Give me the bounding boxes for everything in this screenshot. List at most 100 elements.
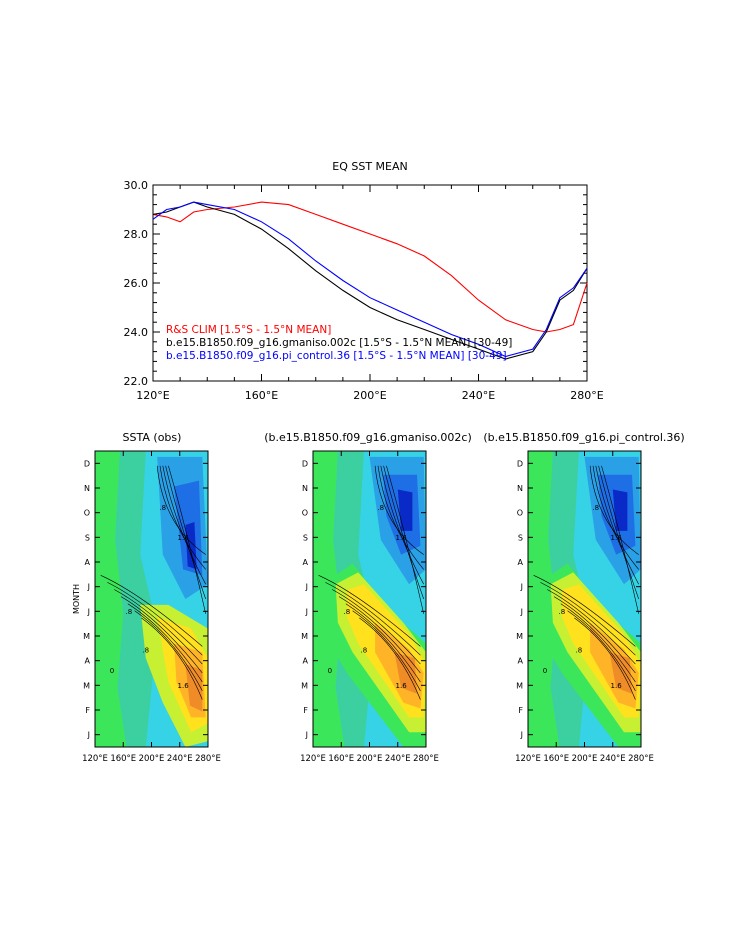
month-tick-label: M	[301, 632, 308, 641]
month-tick-label: O	[517, 509, 523, 518]
line-chart-title: EQ SST MEAN	[332, 160, 407, 173]
contour-label: .8	[361, 646, 368, 654]
hov-x-tick-label: 280°E	[413, 754, 439, 764]
hovmoller-ylabel: MONTH	[72, 584, 81, 614]
y-tick-label: 28.0	[124, 228, 149, 241]
hovmoller-panel-title-obs: SSTA (obs)	[123, 431, 182, 444]
month-tick-label: S	[303, 533, 308, 542]
month-tick-label: A	[85, 558, 91, 567]
hov-x-tick-label: 240°E	[385, 754, 411, 764]
legend-entry-gmaniso: b.e15.B1850.f09_g16.gmaniso.002c [1.5°S …	[166, 337, 512, 349]
contour-line	[318, 575, 421, 647]
x-tick-label: 240°E	[462, 389, 495, 402]
month-tick-label: M	[83, 632, 90, 641]
hovmoller-panel-obs: .8 1.6 0 .8 1.6 .8 J F M A M J J A S O N D 120°E 160°E 200°E…	[82, 450, 221, 764]
month-tick-label: N	[84, 484, 90, 493]
contour-label: .8	[592, 504, 599, 512]
contour-line	[359, 617, 421, 700]
month-tick-label: S	[518, 533, 523, 542]
month-tick-label: J	[87, 607, 90, 616]
line-chart-ticks: 120°E 160°E 200°E 240°E 280°E 22.0 24.0 26.0 28.…	[124, 179, 604, 402]
hov-x-tick-label: 120°E	[515, 754, 541, 764]
contour-line	[540, 582, 636, 656]
hov-x-tick-label: 160°E	[543, 754, 569, 764]
contour-line	[338, 596, 421, 674]
contour-line	[383, 465, 424, 600]
contour-line	[592, 465, 639, 570]
line-chart-legend: R&S CLIM [1.5°S - 1.5°N MEAN] b.e15.B185…	[166, 324, 512, 362]
hov-x-tick-label: 240°E	[600, 754, 626, 764]
hovmoller-panel-gmaniso: .8 1.6 0 .8 1.6 .8 J F M A M J J A S O N D 120°E 160°E 200°E…	[300, 450, 439, 764]
x-tick-label: 120°E	[136, 389, 169, 402]
month-tick-label: D	[517, 459, 523, 468]
month-tick-label: J	[305, 731, 308, 740]
line-chart-series	[152, 201, 588, 360]
month-tick-label: J	[87, 583, 90, 592]
series-rs-clim	[152, 201, 588, 333]
contour-label: 1.6	[178, 534, 190, 542]
contour-line	[165, 465, 206, 600]
contour-line	[547, 589, 636, 665]
hov-x-tick-label: 120°E	[300, 754, 326, 764]
month-tick-label: D	[302, 459, 308, 468]
contour-label: 0	[543, 667, 547, 675]
month-tick-label: J	[305, 607, 308, 616]
contour-line	[380, 465, 424, 585]
contour-line	[553, 596, 636, 674]
month-tick-label: A	[303, 657, 309, 666]
month-tick-label: N	[517, 484, 523, 493]
hov-x-tick-label: 120°E	[82, 754, 108, 764]
contour-label: 0	[328, 667, 332, 675]
fill-zero-band	[115, 451, 158, 747]
contour-line	[141, 617, 203, 700]
y-tick-label: 24.0	[124, 326, 149, 339]
contour-line	[374, 465, 424, 555]
hov-x-tick-label: 240°E	[167, 754, 193, 764]
contour-label: 1.6	[178, 682, 190, 690]
month-tick-label: O	[302, 509, 308, 518]
contour-line	[533, 575, 636, 647]
hovmoller-fill: .8 1.6 0 .8 1.6 .8	[313, 451, 426, 747]
contour-label: .8	[159, 504, 166, 512]
contour-line	[120, 596, 203, 674]
y-tick-label: 22.0	[124, 375, 149, 388]
month-tick-label: J	[520, 731, 523, 740]
contour-line	[377, 465, 424, 570]
hovmoller-fill: .8 1.6 0 .8 1.6 .8	[95, 451, 208, 747]
x-tick-label: 160°E	[245, 389, 278, 402]
fill-negative-3	[185, 522, 197, 570]
hov-x-tick-label: 160°E	[328, 754, 354, 764]
contour-line	[595, 465, 639, 585]
contour-line	[601, 465, 639, 614]
contour-label: .8	[559, 608, 566, 616]
month-tick-label: O	[84, 509, 90, 518]
x-tick-label: 200°E	[353, 389, 386, 402]
contour-label: .8	[377, 504, 384, 512]
hov-x-tick-label: 200°E	[139, 754, 165, 764]
series-gmaniso	[152, 201, 588, 360]
contour-line	[332, 589, 421, 665]
contour-label: .8	[142, 646, 149, 654]
contour-label: .8	[344, 608, 351, 616]
contour-label: .8	[126, 608, 133, 616]
contour-line	[159, 465, 206, 570]
month-tick-label: A	[518, 657, 524, 666]
month-tick-label: J	[520, 583, 523, 592]
contour-line	[134, 610, 203, 691]
month-tick-label: S	[85, 533, 90, 542]
legend-entry-pi-control: b.e15.B1850.f09_g16.pi_control.36 [1.5°S…	[166, 350, 507, 362]
contour-line	[345, 603, 421, 683]
hov-x-tick-label: 160°E	[110, 754, 136, 764]
hov-x-tick-label: 280°E	[195, 754, 221, 764]
hovmoller-panel-title-gmaniso: (b.e15.B1850.f09_g16.gmaniso.002c)	[264, 431, 471, 444]
hov-x-tick-label: 280°E	[628, 754, 654, 764]
contour-line	[107, 582, 203, 656]
month-tick-label: F	[518, 706, 523, 715]
contour-label: 1.6	[396, 534, 408, 542]
month-tick-label: N	[302, 484, 308, 493]
legend-entry-rs-clim: R&S CLIM [1.5°S - 1.5°N MEAN]	[166, 324, 331, 336]
hov-x-tick-label: 200°E	[357, 754, 383, 764]
contour-line	[598, 465, 639, 600]
month-tick-label: J	[87, 731, 90, 740]
contour-line	[560, 603, 636, 683]
